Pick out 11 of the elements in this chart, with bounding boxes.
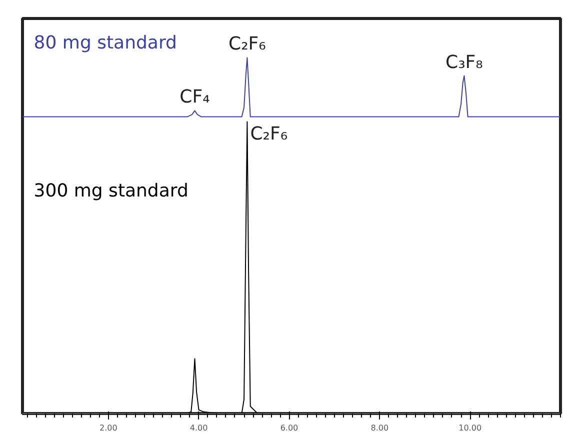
x-tick-label: 2.00 bbox=[99, 424, 118, 432]
x-tick-label: 8.00 bbox=[370, 424, 389, 432]
annotation: C₂F₆ bbox=[228, 34, 266, 55]
annotation: C₃F₈ bbox=[446, 52, 483, 73]
text: 300 mg standard bbox=[34, 180, 188, 202]
x-tick-label: 6.00 bbox=[280, 424, 298, 432]
x-tick-label: 10.00 bbox=[458, 424, 482, 432]
annotation: CF₄ bbox=[180, 86, 210, 108]
annotation: C₂F₆ bbox=[250, 124, 288, 145]
x-tick-label: 4.00 bbox=[190, 424, 208, 432]
text: 80 mg standard bbox=[34, 32, 177, 54]
